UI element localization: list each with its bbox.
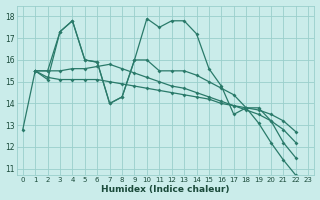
X-axis label: Humidex (Indice chaleur): Humidex (Indice chaleur)	[101, 185, 230, 194]
